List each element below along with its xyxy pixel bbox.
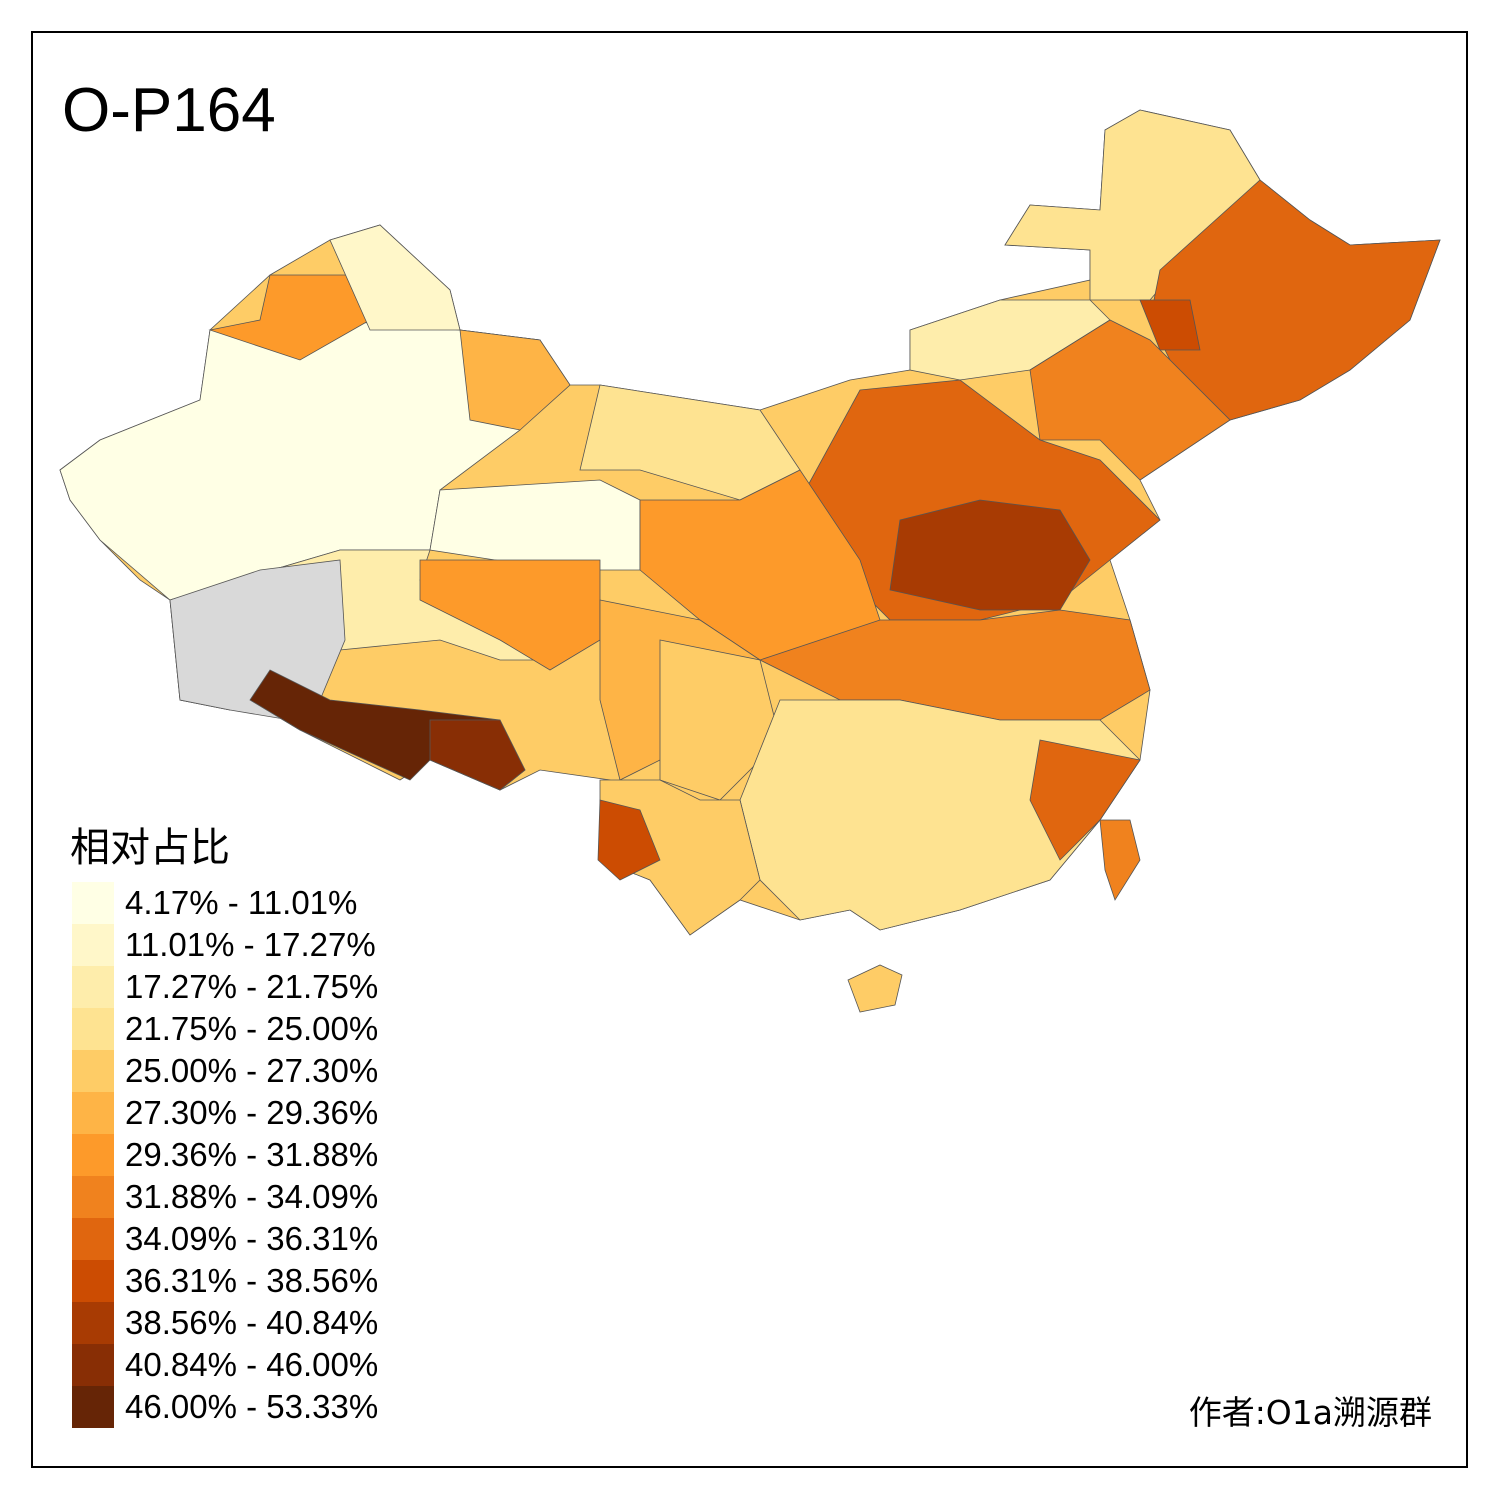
- legend-swatch: [72, 1008, 114, 1050]
- region-nyingchi: [429, 719, 526, 791]
- legend-item: 46.00% - 53.33%: [72, 1386, 378, 1428]
- legend-item: 25.00% - 27.30%: [72, 1050, 378, 1092]
- region-sichuan-basin: [659, 639, 781, 801]
- region-jilin-liaoning: [1029, 319, 1231, 481]
- legend-swatch: [72, 1218, 114, 1260]
- region-yunnan-west: [597, 799, 661, 881]
- legend-swatch: [72, 1050, 114, 1092]
- legend-item: 34.09% - 36.31%: [72, 1218, 378, 1260]
- legend-swatch: [72, 1386, 114, 1428]
- region-fujian-zhejiang: [1029, 739, 1141, 861]
- legend-item: 4.17% - 11.01%: [72, 882, 378, 924]
- legend-swatch: [72, 1092, 114, 1134]
- legend-swatch: [72, 1302, 114, 1344]
- map-title: O-P164: [62, 76, 276, 145]
- legend-label: 38.56% - 40.84%: [125, 1304, 379, 1341]
- legend-label: 36.31% - 38.56%: [125, 1262, 379, 1299]
- legend: 4.17% - 11.01% 11.01% - 17.27% 17.27% - 21…: [72, 882, 378, 1428]
- legend-item: 40.84% - 46.00%: [72, 1344, 378, 1386]
- legend-item: 21.75% - 25.00%: [72, 1008, 378, 1050]
- legend-item: 17.27% - 21.75%: [72, 966, 378, 1008]
- region-taiwan: [1099, 819, 1141, 901]
- legend-label: 46.00% - 53.33%: [125, 1388, 379, 1425]
- legend-swatch: [72, 966, 114, 1008]
- legend-label: 17.27% - 21.75%: [125, 968, 379, 1005]
- legend-item: 27.30% - 29.36%: [72, 1092, 378, 1134]
- legend-item: 36.31% - 38.56%: [72, 1260, 378, 1302]
- legend-label: 21.75% - 25.00%: [125, 1010, 379, 1047]
- legend-swatch: [72, 882, 114, 924]
- legend-label: 11.01% - 17.27%: [125, 926, 376, 963]
- legend-label: 25.00% - 27.30%: [125, 1052, 379, 1089]
- legend-label: 4.17% - 11.01%: [125, 884, 358, 921]
- legend-swatch: [72, 1260, 114, 1302]
- legend-item: 31.88% - 34.09%: [72, 1176, 378, 1218]
- legend-swatch: [72, 924, 114, 966]
- legend-swatch: [72, 1344, 114, 1386]
- legend-swatch: [72, 1176, 114, 1218]
- author-credit: 作者:O1a溯源群: [1188, 1393, 1432, 1432]
- region-qinghai-south: [419, 559, 601, 671]
- legend-label: 29.36% - 31.88%: [125, 1136, 379, 1173]
- legend-label: 40.84% - 46.00%: [125, 1346, 379, 1383]
- legend-label: 27.30% - 29.36%: [125, 1094, 379, 1131]
- region-harbin: [1139, 299, 1201, 351]
- legend-item: 29.36% - 31.88%: [72, 1134, 378, 1176]
- legend-swatch: [72, 1134, 114, 1176]
- legend-item: 11.01% - 17.27%: [72, 924, 378, 966]
- region-hainan: [847, 964, 903, 1013]
- region-xinjiang-altay: [329, 224, 461, 331]
- map-frame: [31, 31, 1468, 1468]
- legend-title: 相对占比: [70, 825, 230, 871]
- legend-label: 34.09% - 36.31%: [125, 1220, 379, 1257]
- region-hami: [459, 329, 571, 431]
- legend-label: 31.88% - 34.09%: [125, 1178, 379, 1215]
- region-henan-shandong: [889, 499, 1091, 611]
- legend-item: 38.56% - 40.84%: [72, 1302, 378, 1344]
